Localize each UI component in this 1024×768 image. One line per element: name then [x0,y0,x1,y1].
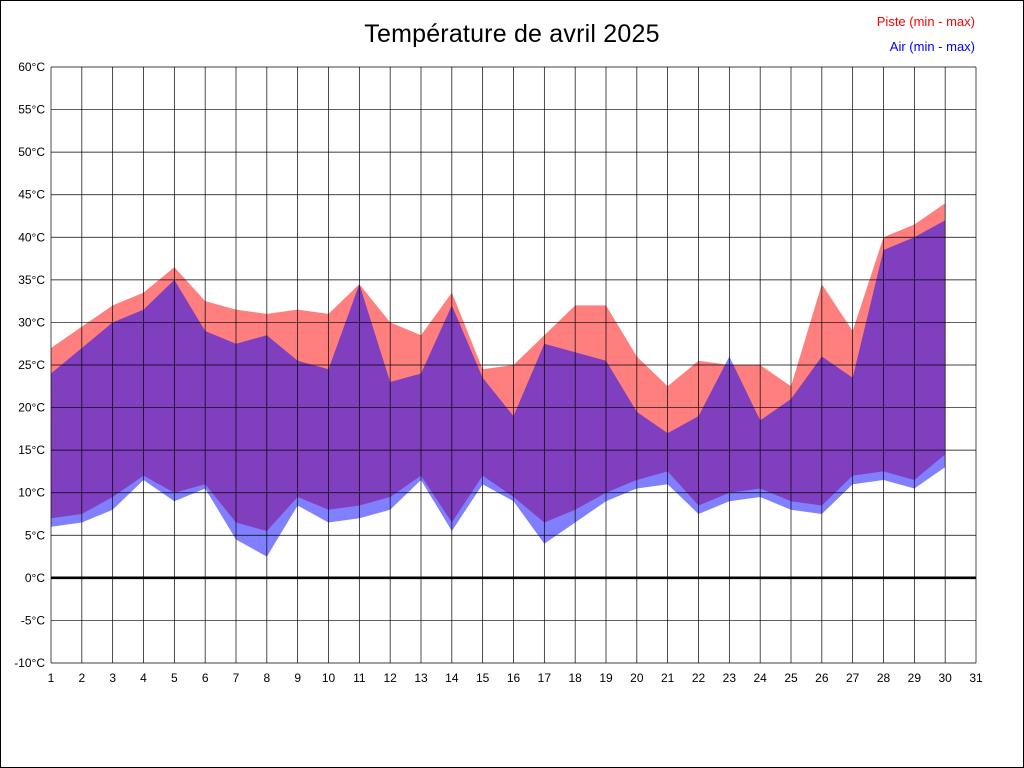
x-axis-tick-label: 20 [630,671,644,685]
x-axis-tick-label: 29 [908,671,922,685]
y-axis-tick-label: 45°C [18,188,45,202]
y-axis-tick-label: 0°C [25,571,45,585]
x-axis-tick-label: 26 [815,671,829,685]
x-axis-tick-label: 23 [723,671,737,685]
x-axis-tick-label: 24 [753,671,767,685]
x-axis-tick-label: 13 [414,671,428,685]
x-axis-tick-label: 16 [507,671,521,685]
y-axis-tick-label: 35°C [18,273,45,287]
legend-piste-label: Piste (min - max) [876,14,975,29]
y-axis-tick-label: -10°C [14,656,45,670]
x-axis-tick-label: 31 [969,671,983,685]
x-axis-tick-label: 18 [568,671,582,685]
x-axis-tick-label: 9 [294,671,301,685]
x-axis-tick-label: 14 [445,671,459,685]
y-axis-tick-label: 55°C [18,103,45,117]
x-axis-tick-label: 19 [599,671,613,685]
y-axis-tick-label: 30°C [18,315,45,329]
x-axis-tick-label: 10 [322,671,336,685]
x-axis-tick-label: 7 [233,671,240,685]
y-axis-tick-label: 50°C [18,145,45,159]
x-axis-tick-label: 5 [171,671,178,685]
x-axis-tick-label: 28 [877,671,891,685]
y-axis-tick-label: 5°C [25,528,45,542]
y-axis-tick-label: -5°C [21,613,45,627]
x-axis-tick-label: 2 [78,671,85,685]
x-axis-tick-label: 27 [846,671,860,685]
y-axis-tick-label: 15°C [18,443,45,457]
legend-air-label: Air (min - max) [889,39,975,55]
x-axis-tick-label: 12 [383,671,397,685]
y-axis-tick-label: 25°C [18,358,45,372]
x-axis-tick-label: 22 [692,671,706,685]
y-axis-tick-label: 10°C [18,486,45,500]
x-axis-tick-label: 17 [538,671,552,685]
x-axis-tick-label: 3 [109,671,116,685]
y-axis-tick-label: 60°C [18,60,45,74]
x-axis-tick-label: 25 [784,671,798,685]
x-axis-tick-label: 6 [202,671,209,685]
x-axis-tick-label: 11 [353,671,366,685]
y-axis-tick-label: 20°C [18,401,45,415]
x-axis-tick-label: 30 [938,671,952,685]
chart-legend: Piste (min - max) Air (min - max) [877,9,975,60]
y-axis-tick-label: 40°C [18,230,45,244]
x-axis-tick-label: 21 [661,671,675,685]
x-axis-tick-label: 8 [263,671,270,685]
x-axis-tick-label: 15 [476,671,490,685]
x-axis-tick-label: 4 [140,671,147,685]
chart-title: Température de avril 2025 [364,20,660,48]
x-axis-tick-label: 1 [48,671,55,685]
